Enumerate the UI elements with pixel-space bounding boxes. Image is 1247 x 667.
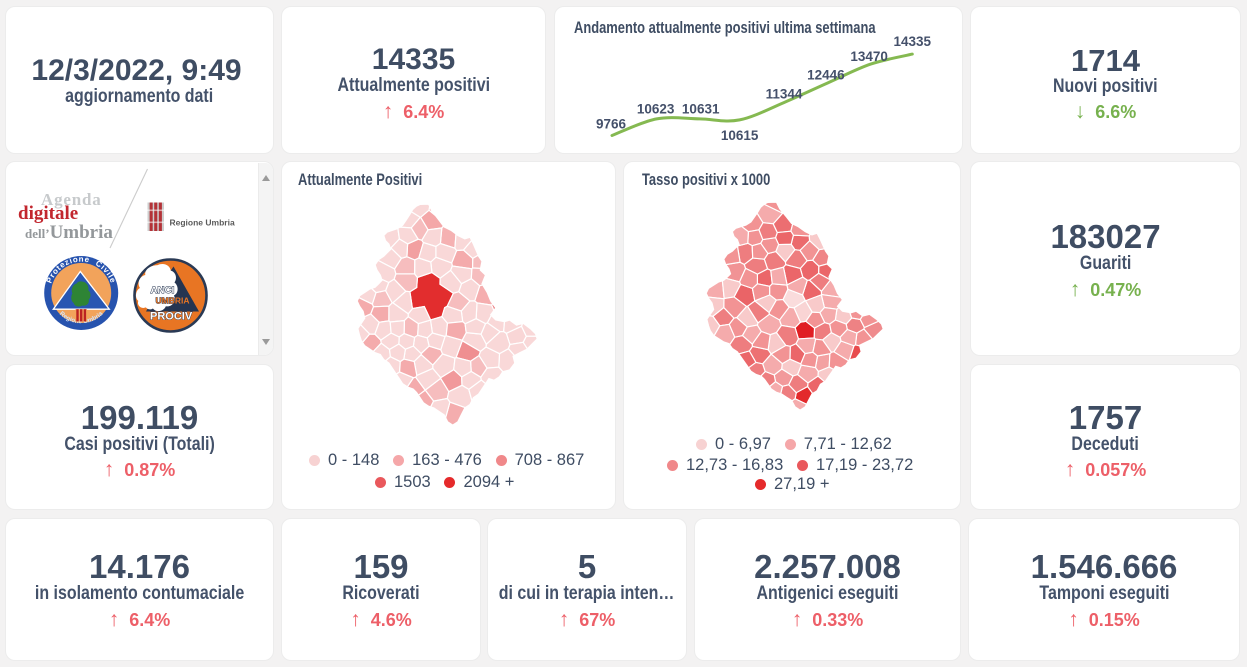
svg-text:10631: 10631 [682,101,720,116]
svg-text:14335: 14335 [894,34,932,49]
svg-text:Regione Umbria: Regione Umbria [170,218,235,228]
svg-text:13470: 13470 [850,49,888,64]
svg-text:11344: 11344 [766,86,803,101]
svg-text:PROCIV: PROCIV [150,311,193,323]
svg-text:12446: 12446 [807,68,845,83]
svg-text:ANCI: ANCI [151,285,175,296]
svg-text:9766: 9766 [596,117,627,132]
svg-text:10615: 10615 [721,128,759,143]
svg-text:UMBRIA: UMBRIA [156,296,190,306]
svg-text:10623: 10623 [637,101,675,116]
